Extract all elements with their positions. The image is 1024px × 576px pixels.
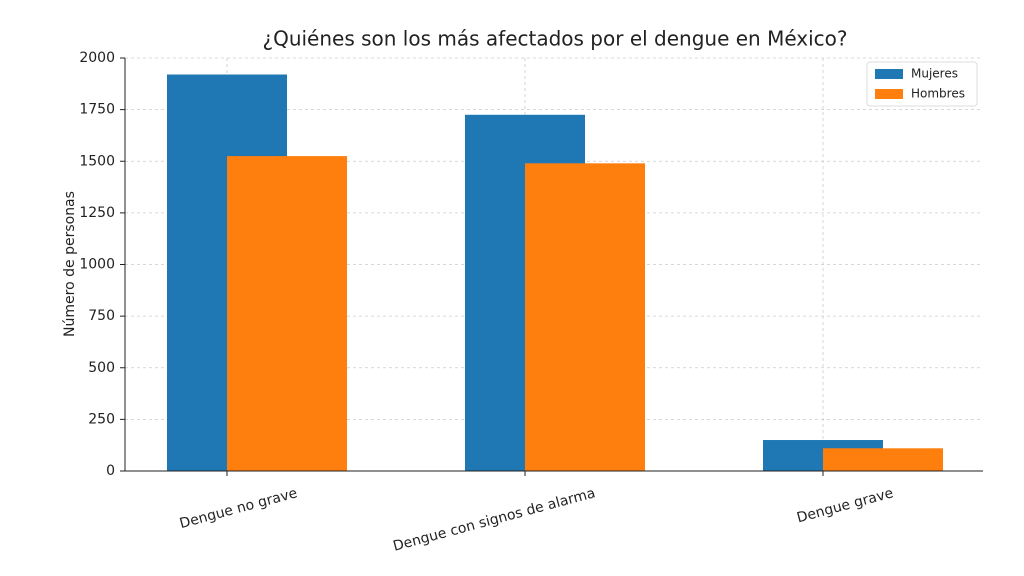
y-tick-label: 1250	[79, 205, 115, 221]
y-tick-label: 1000	[79, 257, 115, 273]
x-tick-label: Dengue no grave	[178, 485, 299, 532]
y-axis-label: Número de personas	[62, 191, 78, 337]
y-tick-label: 750	[88, 308, 115, 324]
chart-title: ¿Quiénes son los más afectados por el de…	[262, 27, 847, 51]
legend-swatch	[875, 89, 903, 99]
x-tick-label: Dengue grave	[795, 485, 895, 526]
y-tick-label: 250	[88, 411, 115, 427]
bar	[823, 448, 943, 471]
y-tick-label: 1500	[79, 153, 115, 169]
legend-label: Hombres	[911, 87, 965, 101]
bar	[525, 163, 645, 471]
y-tick-label: 0	[106, 463, 115, 479]
x-tick-label: Dengue con signos de alarma	[391, 485, 597, 554]
legend-swatch	[875, 69, 903, 79]
legend-label: Mujeres	[911, 67, 958, 81]
y-tick-label: 1750	[79, 102, 115, 118]
y-tick-label: 500	[88, 360, 115, 376]
y-tick-label: 2000	[79, 50, 115, 66]
bar	[227, 156, 347, 471]
